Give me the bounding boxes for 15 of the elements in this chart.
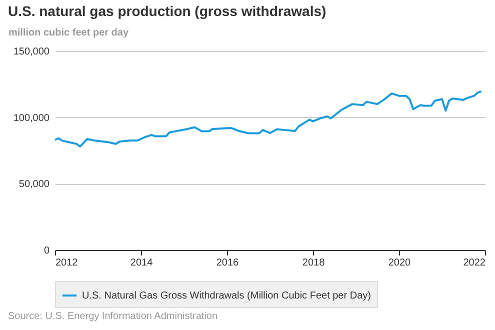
legend-label: U.S. Natural Gas Gross Withdrawals (Million Cubic Feet per Day) — [82, 290, 371, 302]
y-tick-label: 150,000 — [13, 46, 50, 58]
line-series — [54, 90, 482, 148]
x-tick-label: 2016 — [216, 258, 240, 268]
chart-title: U.S. natural gas production (gross withdrawals) — [8, 3, 326, 19]
source-note: Source: U.S. Energy Information Administration — [8, 311, 218, 322]
x-tick-label: 2014 — [130, 258, 154, 268]
x-tick-label: 2022 — [463, 258, 486, 268]
x-tick-label: 2020 — [388, 258, 412, 268]
x-tick-label: 2018 — [302, 258, 326, 268]
y-tick-label: 50,000 — [18, 179, 50, 190]
y-tick-label: 0 — [44, 246, 50, 256]
y-axis-title: million cubic feet per day — [8, 28, 129, 38]
y-tick-label: 100,000 — [13, 112, 50, 124]
x-tick-label: 2012 — [56, 258, 78, 268]
